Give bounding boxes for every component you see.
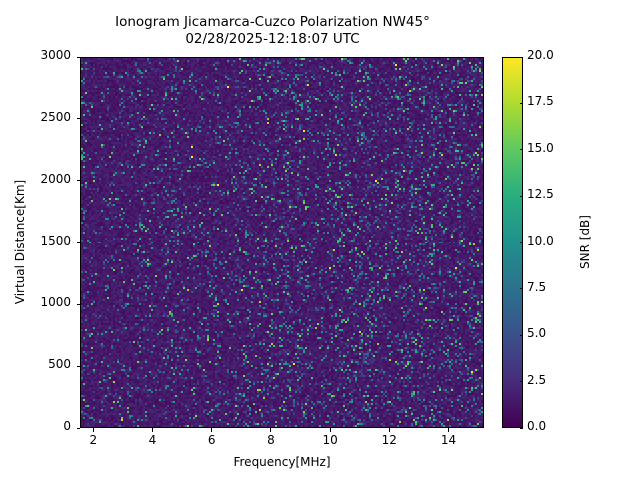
x-tick-label: 4 xyxy=(148,433,157,447)
y-tick-label: 0 xyxy=(63,419,71,433)
colorbar-tick-mark xyxy=(519,427,523,429)
y-tick-label: 1500 xyxy=(40,233,71,248)
colorbar-tick-label: 2.5 xyxy=(527,372,547,387)
colorbar-tick-label: 17.5 xyxy=(527,94,554,109)
y-tick-label: 3000 xyxy=(40,48,71,62)
y-tick-mark xyxy=(76,180,80,182)
colorbar-label: SNR [dB] xyxy=(578,215,592,269)
x-tick-label: 2 xyxy=(89,433,98,447)
colorbar-tick-mark xyxy=(519,288,523,290)
colorbar-gradient-canvas xyxy=(503,58,522,427)
x-tick-mark xyxy=(329,428,331,432)
x-tick-label: 14 xyxy=(440,433,457,447)
figure-title: Ionogram Jicamarca-Cuzco Polarization NW… xyxy=(0,14,545,47)
x-tick-label: 10 xyxy=(322,433,338,447)
x-tick-mark xyxy=(211,428,213,432)
colorbar-tick-mark xyxy=(519,242,523,243)
y-tick-label: 1000 xyxy=(40,295,71,310)
title-line-1: Ionogram Jicamarca-Cuzco Polarization NW… xyxy=(115,14,430,30)
ionogram-heatmap-canvas xyxy=(81,58,483,427)
x-axis-label: Frequency[MHz] xyxy=(233,455,331,469)
x-tick-label: 6 xyxy=(207,433,216,447)
y-tick-mark xyxy=(76,242,80,243)
x-tick-mark xyxy=(152,428,153,432)
colorbar-tick-label: 0.0 xyxy=(527,419,547,433)
y-tick-mark xyxy=(76,118,80,120)
colorbar-tick-label: 5.0 xyxy=(527,326,547,341)
x-tick-label: 12 xyxy=(381,433,397,447)
y-tick-mark xyxy=(76,56,80,58)
y-tick-label: 500 xyxy=(48,357,71,372)
colorbar-tick-label: 7.5 xyxy=(527,279,547,294)
title-line-2: 02/28/2025-12:18:07 UTC xyxy=(185,30,360,47)
colorbar-tick-mark xyxy=(519,56,523,58)
colorbar-tick-mark xyxy=(519,102,523,104)
y-tick-mark xyxy=(76,427,80,429)
y-tick-label: 2500 xyxy=(40,109,71,124)
x-tick-label: 8 xyxy=(267,433,275,447)
y-tick-mark xyxy=(76,303,80,305)
ionogram-plot-area xyxy=(80,57,484,428)
colorbar-tick-label: 15.0 xyxy=(527,140,554,155)
colorbar-tick-label: 10.0 xyxy=(527,233,554,248)
colorbar-tick-mark xyxy=(519,195,523,197)
x-tick-mark xyxy=(447,428,449,432)
y-axis-label: Virtual Distance[Km] xyxy=(13,179,27,305)
colorbar-tick-mark xyxy=(519,334,523,336)
colorbar-tick-mark xyxy=(519,149,523,151)
x-tick-mark xyxy=(92,428,94,432)
colorbar-tick-label: 12.5 xyxy=(527,187,554,202)
colorbar-tick-mark xyxy=(519,381,523,383)
y-tick-mark xyxy=(76,365,80,367)
colorbar-tick-label: 20.0 xyxy=(527,48,554,62)
y-tick-label: 2000 xyxy=(40,171,71,186)
x-tick-mark xyxy=(388,428,390,432)
x-tick-mark xyxy=(270,428,272,432)
